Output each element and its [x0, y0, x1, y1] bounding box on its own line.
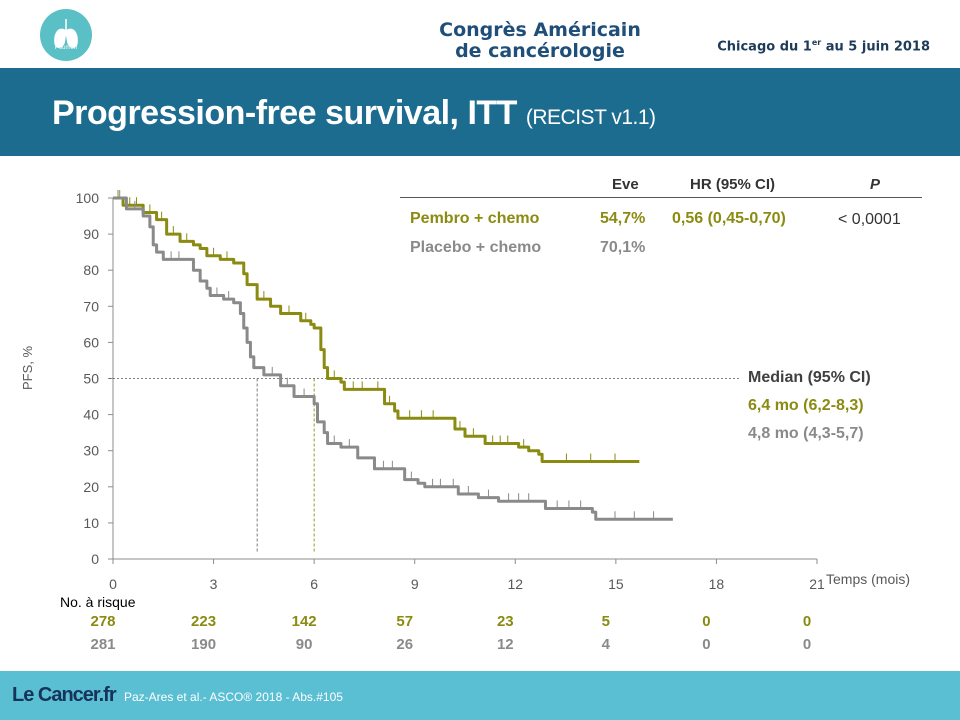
- risk-cell: 190: [191, 636, 217, 653]
- risk-cell: 4: [601, 636, 611, 653]
- lecancer-logo: Le Cancer.fr: [12, 684, 117, 706]
- risk-cell: 278: [90, 613, 116, 630]
- risk-cell: 57: [396, 613, 414, 630]
- slide-title: Progression-free survival, ITT (RECIST v…: [52, 94, 656, 133]
- y-tick-label-40: 40: [83, 407, 99, 423]
- footer-bar: [0, 671, 960, 720]
- x-tick-label-21: 21: [809, 576, 825, 592]
- legend-pembro-name: Pembro + chemo: [410, 210, 540, 227]
- header-bar: Poumon Congrès Américain de cancérologie…: [0, 0, 960, 69]
- lung-logo-icon: Poumon: [40, 9, 92, 61]
- x-tick-label-3: 3: [210, 576, 218, 592]
- risk-cell: 12: [496, 636, 514, 653]
- title-sub: (RECIST v1.1): [525, 106, 656, 129]
- risk-cell: 142: [291, 613, 317, 630]
- x-tick-label-9: 9: [411, 576, 419, 592]
- risk-cell: 26: [396, 636, 414, 653]
- risk-cell: 5: [601, 613, 611, 630]
- legend-pembro-hr: 0,56 (0,45-0,70): [672, 210, 786, 227]
- legend-col-events: Eve: [612, 176, 639, 193]
- median-placebo: 4,8 mo (4,3-5,7): [748, 425, 864, 442]
- dates-sup: er: [811, 38, 822, 47]
- median-pembro: 6,4 mo (6,2-8,3): [748, 397, 864, 414]
- risk-cell: 23: [496, 613, 514, 630]
- congress-dates: Chicago du 1er au 5 juin 2018: [717, 38, 930, 54]
- x-tick-label-15: 15: [608, 576, 624, 592]
- y-tick-label-70: 70: [83, 298, 99, 314]
- y-axis-title: PFS, %: [20, 345, 35, 390]
- y-tick-label-50: 50: [83, 371, 99, 387]
- congress-title: Congrès Américain de cancérologie: [430, 20, 650, 62]
- risk-cell: 223: [191, 613, 217, 630]
- risk-cell: 90: [295, 636, 313, 653]
- y-tick-label-80: 80: [83, 262, 99, 278]
- legend-pembro-events: 54,7%: [600, 210, 646, 227]
- x-tick-label-18: 18: [709, 576, 725, 592]
- title-bar: [0, 68, 960, 156]
- legend-placebo-events: 70,1%: [600, 239, 646, 256]
- curve-placebo: [113, 196, 673, 521]
- citation: Paz-Ares et al.- ASCO® 2018 - Abs.#105: [124, 690, 343, 704]
- y-tick-label-20: 20: [83, 479, 99, 495]
- risk-table-title: No. à risque: [60, 594, 136, 610]
- x-tick-label-0: 0: [109, 576, 117, 592]
- risk-cell: 0: [802, 613, 812, 630]
- dates-suffix: au 5 juin 2018: [821, 39, 930, 55]
- title-main: Progression-free survival, ITT: [52, 94, 517, 132]
- x-axis-title: Temps (mois): [826, 571, 911, 587]
- dates-prefix: Chicago du 1: [717, 39, 812, 55]
- risk-cell: 281: [90, 636, 116, 653]
- risk-cell: 0: [702, 613, 711, 630]
- congress-line2: de cancérologie: [455, 40, 625, 62]
- y-tick-label-90: 90: [83, 226, 99, 242]
- risk-cell: 0: [802, 636, 812, 653]
- y-tick-label-10: 10: [83, 515, 99, 531]
- y-tick-label-100: 100: [76, 190, 100, 206]
- curve-pembro: [113, 196, 640, 464]
- legend-placebo-name: Placebo + chemo: [410, 239, 542, 256]
- x-tick-label-12: 12: [507, 576, 523, 592]
- legend-pembro-p: < 0,0001: [838, 211, 901, 228]
- legend-col-hr: HR (95% CI): [690, 176, 776, 193]
- y-tick-label-30: 30: [83, 443, 99, 459]
- median-header: Median (95% CI): [748, 369, 871, 386]
- congress-line1: Congrès Américain: [439, 19, 641, 41]
- risk-cell: 0: [702, 636, 711, 653]
- y-tick-label-0: 0: [91, 551, 99, 567]
- legend-divider: [400, 197, 922, 198]
- x-tick-label-6: 6: [310, 576, 318, 592]
- y-tick-label-60: 60: [83, 334, 99, 350]
- legend-col-p: P: [870, 176, 881, 193]
- logo-text: Poumon: [54, 45, 78, 51]
